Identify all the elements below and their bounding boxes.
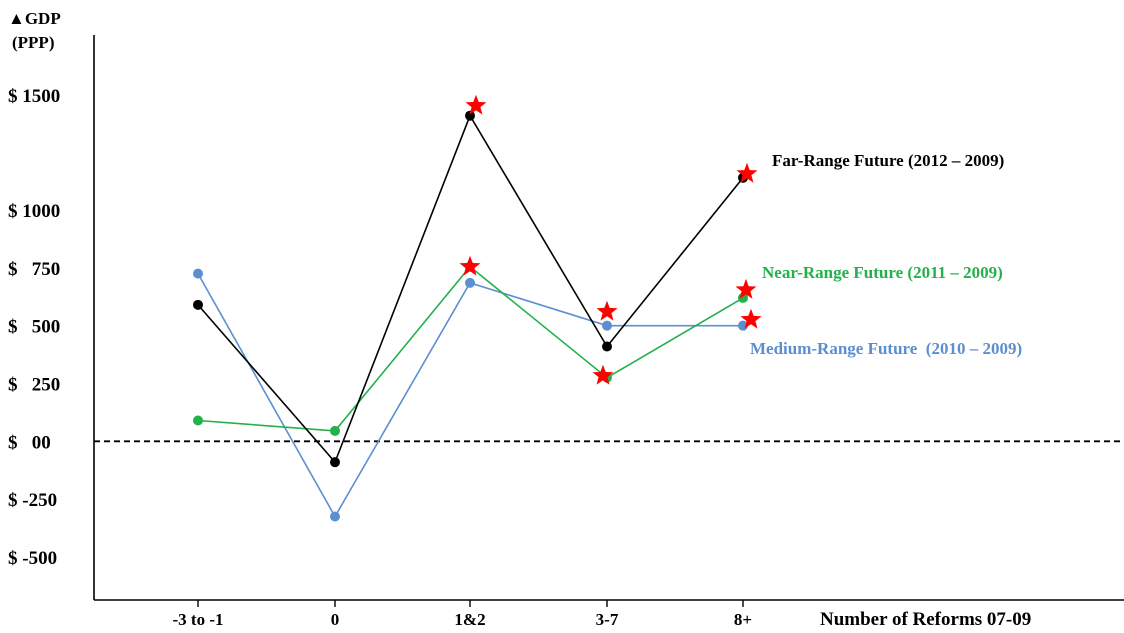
data-point-s0-2 (465, 110, 475, 121)
y-tick-label-1: $ 1000 (8, 201, 60, 222)
series-labels: Far-Range Future (2012 – 2009) Near-Range… (750, 151, 1022, 358)
series-label-0: Far-Range Future (2012 – 2009) (772, 151, 1004, 170)
y-axis-label-line2: (PPP) (12, 33, 54, 52)
series-line-2 (197, 273, 743, 519)
data-point-s1-0 (193, 415, 203, 426)
x-tick-label-3: 3-7 (596, 610, 619, 629)
y-tick-label-7: $ -500 (8, 548, 57, 569)
series-lines (197, 113, 744, 519)
y-tick-label-3: $ 500 (8, 317, 60, 338)
y-tick-label-0: $ 1500 (8, 86, 60, 107)
x-axis-label: Number of Reforms 07-09 (820, 609, 1031, 630)
x-tick-label-0: -3 to -1 (173, 610, 224, 629)
series-label-1: Near-Range Future (2011 – 2009) (762, 263, 1003, 282)
significance-star-s2-3 (596, 300, 618, 321)
x-tick-label-1: 0 (331, 610, 340, 629)
x-tick-label-4: 8+ (734, 610, 752, 629)
series-label-2: Medium-Range Future (2010 – 2009) (750, 339, 1022, 358)
significance-star-s1-4 (735, 278, 757, 299)
data-point-s2-3 (602, 320, 612, 331)
data-point-s0-1 (330, 457, 340, 468)
significance-star-s1-3 (592, 364, 614, 385)
significance-star-s0-2 (465, 94, 487, 115)
y-tick-label-5: $ 00 (8, 432, 51, 453)
significance-star-s2-4 (740, 308, 762, 329)
data-point-s2-0 (193, 268, 203, 279)
series-line-0 (197, 113, 744, 464)
series-line-1 (197, 265, 744, 432)
data-point-s1-1 (330, 425, 340, 436)
y-tick-label-4: $ 250 (8, 375, 60, 396)
y-tick-label-2: $ 750 (8, 259, 60, 280)
x-tick-labels: -3 to -1 0 1&2 3-7 8+ (173, 600, 752, 629)
significance-star-s1-2 (459, 255, 481, 276)
chart-axes (93, 35, 1124, 601)
y-axis-label-line1: ▲GDP (8, 9, 61, 28)
y-tick-label-6: $ -250 (8, 490, 57, 511)
series-points (193, 110, 748, 522)
x-tick-label-2: 1&2 (454, 610, 485, 629)
data-point-s2-1 (330, 511, 340, 522)
y-tick-labels: $ 1500 $ 1000 $ 750 $ 500 $ 250 $ 00 $ -250 $ -… (8, 86, 60, 569)
data-point-s0-0 (193, 299, 203, 310)
data-point-s2-4 (738, 320, 748, 331)
data-point-s0-3 (602, 341, 612, 352)
data-point-s2-2 (465, 277, 475, 288)
significance-star-s0-4 (736, 162, 758, 183)
significance-stars (459, 94, 762, 385)
